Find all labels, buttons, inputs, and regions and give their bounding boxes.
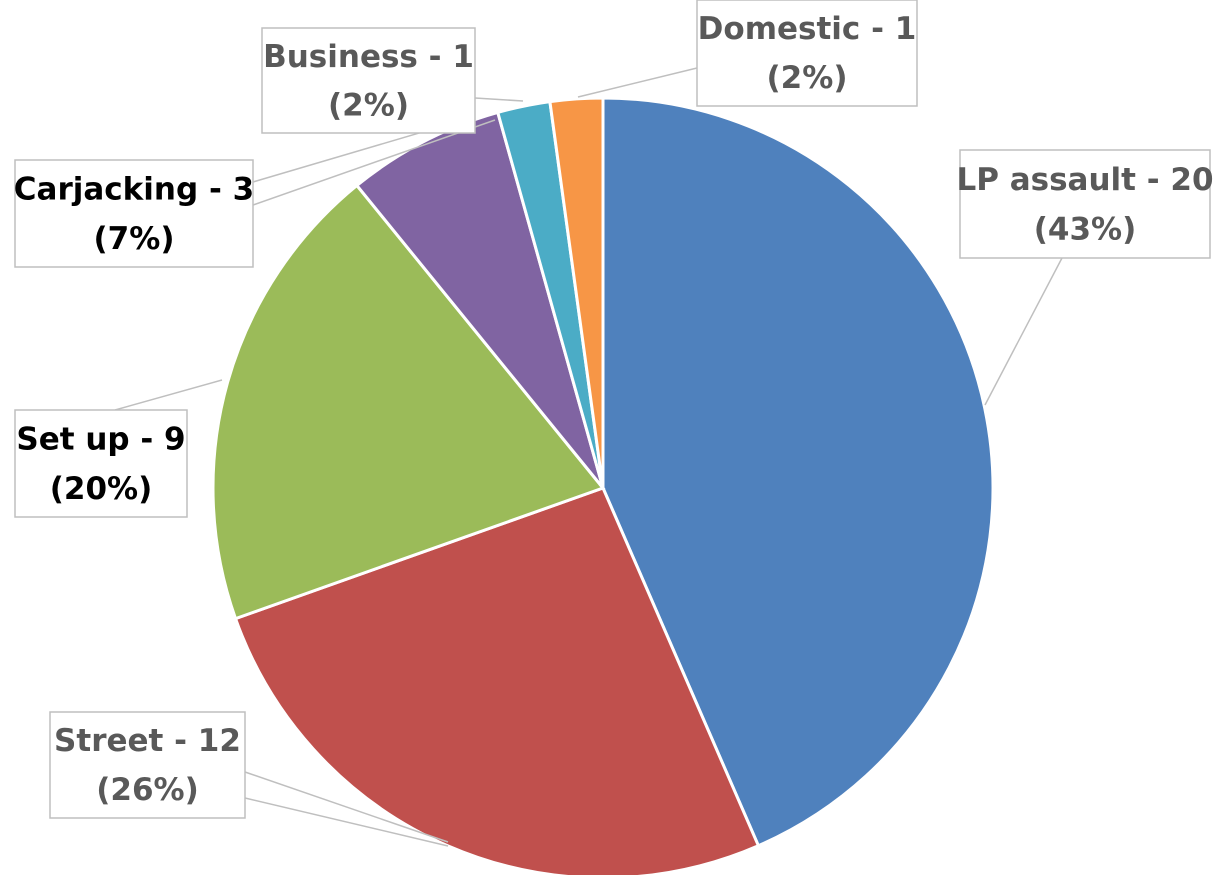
label-box <box>14 159 254 268</box>
label-box <box>261 27 476 134</box>
label-box <box>696 0 918 107</box>
percent-label: (26%) <box>96 772 199 808</box>
leader-line <box>577 67 698 98</box>
data-label: Street - 12 <box>54 723 241 759</box>
leader-line <box>244 771 449 847</box>
pie-slice <box>211 183 606 621</box>
label-box <box>959 149 1211 259</box>
percent-label: (2%) <box>767 60 848 96</box>
data-label: Domestic - 1 <box>698 11 917 47</box>
percent-label: (2%) <box>328 87 409 123</box>
data-label: LP assault - 20 <box>956 162 1213 198</box>
leader-line <box>114 379 223 411</box>
percent-label: (7%) <box>94 221 175 257</box>
percent-label: (43%) <box>1034 212 1137 248</box>
data-label: Set up - 9 <box>16 422 185 458</box>
leader-line <box>474 97 524 102</box>
pie-slice <box>601 96 995 848</box>
data-label: Business - 1 <box>263 39 474 75</box>
pie-slice <box>548 96 605 489</box>
data-label: Carjacking - 3 <box>14 172 254 208</box>
label-box <box>14 409 188 518</box>
label-box <box>49 711 246 819</box>
pie-slice <box>354 110 605 489</box>
percent-label: (20%) <box>50 471 153 507</box>
leader-line <box>984 257 1063 406</box>
